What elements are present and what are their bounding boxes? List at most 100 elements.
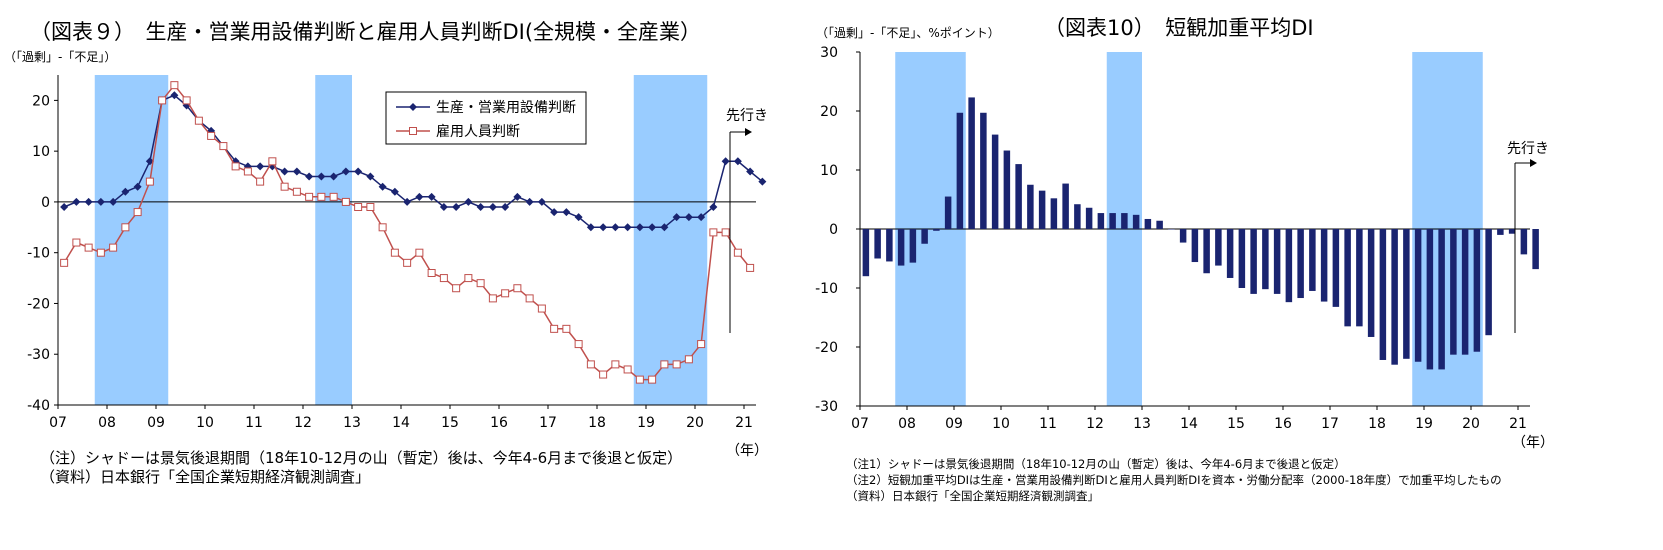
data-point [476, 203, 485, 211]
data-point [464, 274, 473, 283]
bar [1438, 229, 1445, 370]
bar [1473, 229, 1481, 352]
bar [1015, 164, 1022, 229]
bar [1156, 220, 1163, 229]
right-y-unit-label: （「過剰」-「不足」、%ポイント） [816, 26, 1000, 40]
data-point [415, 192, 424, 201]
legend-marker [409, 103, 417, 111]
data-point [182, 96, 191, 105]
bar [980, 112, 987, 229]
x-tick-label: 16 [490, 415, 508, 431]
data-point [574, 340, 583, 349]
bar [1532, 229, 1539, 270]
bar [1027, 184, 1034, 229]
data-point [194, 116, 203, 125]
data-point [672, 360, 681, 369]
bar [1062, 183, 1069, 229]
data-point [648, 223, 657, 232]
series-line-equipment [63, 94, 763, 229]
bar [1332, 229, 1340, 307]
bar [1038, 190, 1046, 229]
data-point [403, 197, 412, 206]
data-point [256, 162, 265, 171]
x-tick-label: 19 [1415, 416, 1433, 432]
data-point [501, 203, 510, 211]
data-point [341, 167, 350, 176]
data-point [635, 223, 644, 232]
data-point [550, 324, 559, 333]
bar [968, 97, 975, 230]
data-point [317, 172, 326, 181]
data-point [562, 208, 571, 217]
left-year-suffix: （年） [726, 443, 768, 459]
right-note-1: （注1）シャドーは景気後退期間（18年10-12月の山（暫定）後は、今年4-6月… [846, 457, 1346, 471]
data-point [145, 157, 154, 166]
data-point [72, 238, 81, 247]
bar [1485, 229, 1492, 336]
right-chart-title: （図表10） 短観加重平均DI [1044, 16, 1314, 40]
x-tick-label: 21 [1509, 416, 1527, 432]
data-point [709, 228, 718, 237]
bar [1109, 213, 1116, 229]
bar [1356, 229, 1363, 327]
data-point [550, 208, 559, 217]
x-tick-label: 09 [147, 415, 165, 431]
x-tick-label: 15 [441, 415, 459, 431]
data-point [390, 187, 399, 196]
bar [1309, 229, 1316, 291]
data-point [292, 167, 301, 176]
data-point [378, 223, 387, 232]
x-tick-label: 13 [1133, 416, 1151, 432]
right-bar-chart: 30 20 10 0 -10 -20 -30 07 08 09 10 11 12 13 14 15 16 17 18… [815, 45, 1549, 432]
data-point [305, 172, 314, 181]
data-point [158, 96, 167, 105]
data-point [452, 284, 461, 293]
x-tick-label: 21 [735, 415, 753, 431]
bar [1391, 229, 1398, 365]
right-note-3: （資料）日本銀行「全国企業短期経済観測調査」 [846, 489, 1099, 503]
data-point [746, 263, 755, 272]
left-chart-panel: （図表９） 生産・営業用設備判断と雇用人員判断DI(全規模・全産業） （「過剰」… [0, 0, 830, 550]
data-point [256, 177, 265, 186]
y-tick-label: 10 [32, 144, 50, 160]
x-tick-label: 11 [1039, 416, 1057, 432]
data-point [599, 370, 608, 379]
data-point [96, 248, 105, 257]
y-tick-label: -10 [27, 246, 50, 262]
bar [1074, 204, 1081, 229]
data-point [599, 223, 608, 232]
data-point [452, 203, 461, 211]
forecast-label: 先行き [726, 108, 768, 124]
left-chart-title: （図表９） 生産・営業用設備判断と雇用人員判断DI(全規模・全産業） [30, 20, 702, 44]
data-point [366, 203, 375, 211]
y-tick-label: 20 [32, 93, 50, 109]
data-point [415, 248, 424, 257]
bar [1403, 229, 1410, 359]
data-point [292, 187, 301, 196]
data-point [427, 269, 436, 277]
x-tick-label: 09 [945, 416, 963, 432]
x-tick-label: 17 [1321, 416, 1339, 432]
data-point [488, 294, 497, 303]
bar [1097, 213, 1105, 229]
bar [1132, 214, 1140, 229]
data-point [733, 157, 742, 166]
data-point [525, 294, 534, 303]
bar [1344, 229, 1351, 327]
data-point [648, 375, 657, 384]
data-point [672, 213, 681, 222]
data-point [513, 192, 522, 201]
data-point [96, 197, 105, 206]
x-tick-label: 07 [851, 416, 869, 432]
data-point [525, 197, 534, 206]
y-tick-label: -10 [815, 281, 838, 297]
data-point [84, 197, 93, 206]
x-tick-label: 19 [637, 415, 655, 431]
data-point [133, 208, 142, 217]
data-point [84, 243, 93, 252]
data-point [207, 131, 216, 140]
data-point [611, 223, 620, 232]
bar [1144, 218, 1152, 229]
data-point [403, 258, 412, 267]
